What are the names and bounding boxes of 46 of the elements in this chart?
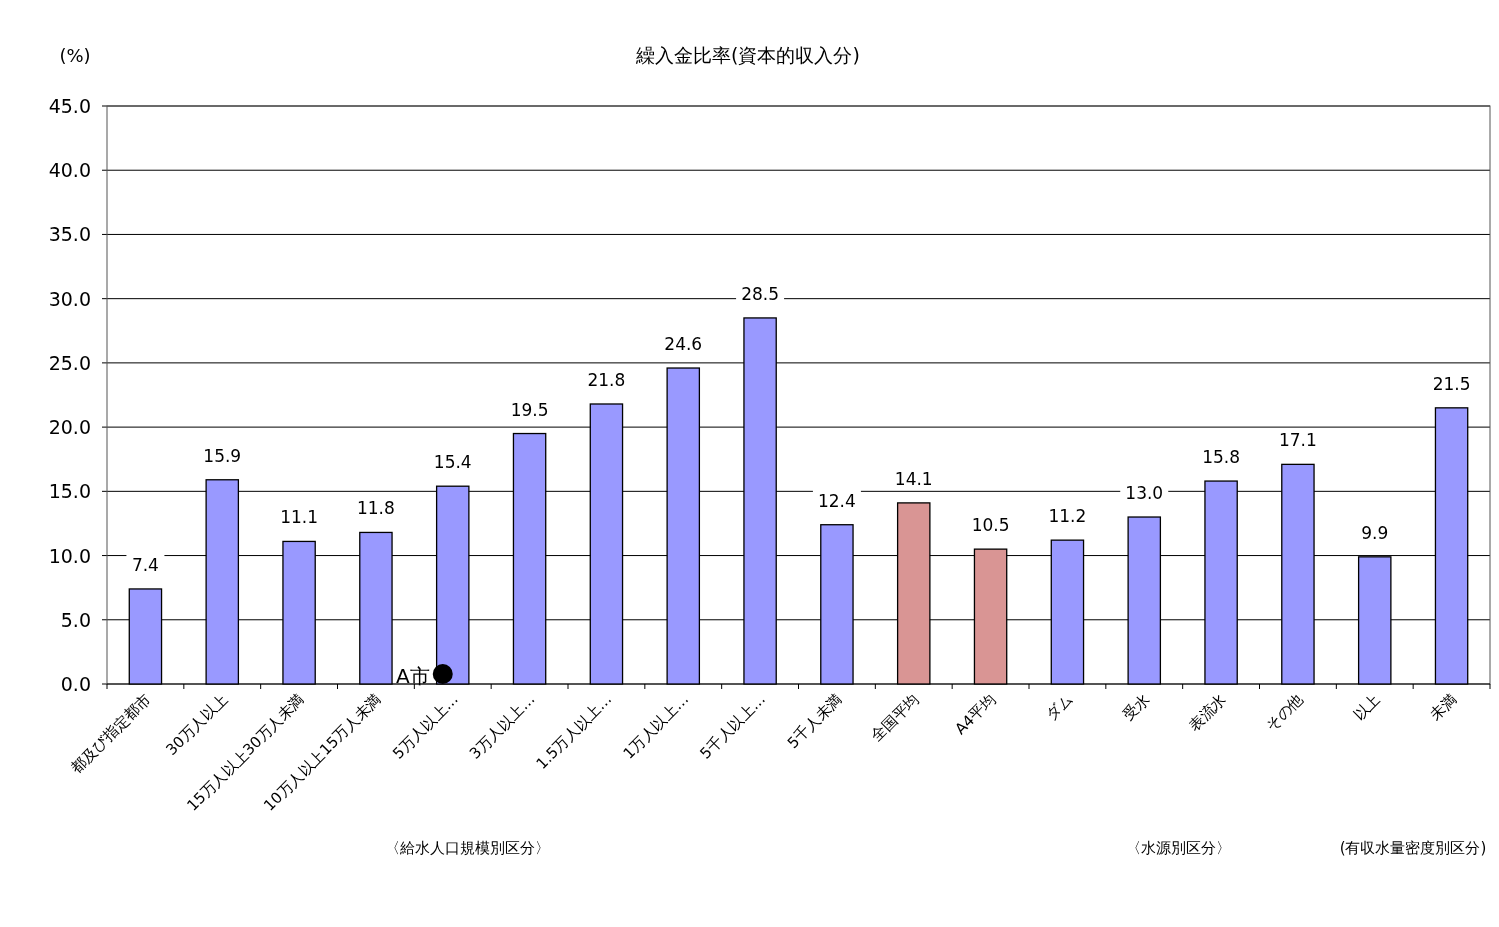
y-tick-label: 40.0 [48, 159, 91, 182]
y-tick-label: 30.0 [48, 287, 91, 310]
y-tick-label: 5.0 [60, 608, 91, 631]
data-label: 13.0 [1125, 483, 1164, 504]
data-label: 28.5 [741, 283, 780, 304]
data-label: 11.1 [280, 507, 319, 528]
data-label: 15.9 [203, 445, 242, 466]
x-tick-label: その他 [1262, 690, 1307, 735]
x-tick-label: 受水 [1119, 690, 1154, 725]
data-label: 15.4 [433, 452, 472, 473]
x-tick-label: A4平均 [951, 690, 1000, 739]
data-label: 9.9 [1361, 522, 1389, 543]
y-tick-label: 35.0 [48, 223, 91, 246]
text: 〈給水人口規模別区分〉 [384, 839, 550, 857]
y-tick-label: 15.0 [48, 480, 91, 503]
data-label: 24.6 [664, 334, 703, 355]
x-tick-label: 5千人以上… [696, 690, 769, 763]
y-tick-label: 25.0 [48, 351, 91, 374]
x-tick-label: 以上 [1349, 690, 1384, 725]
data-label: 21.5 [1432, 373, 1471, 394]
data-label: 7.4 [131, 554, 159, 575]
data-label: 19.5 [510, 399, 549, 420]
data-label: 14.1 [894, 468, 933, 489]
chart-title: 繰入金比率(資本的収入分) [635, 44, 860, 66]
data-label: 17.1 [1278, 430, 1317, 451]
x-tick-label: 1万人以上… [619, 690, 693, 763]
series-label: A市 [396, 664, 430, 689]
x-tick-label: 全国平均 [867, 690, 923, 746]
x-tick-label: 5千人未満 [783, 690, 846, 753]
x-tick-label: 表流水 [1185, 690, 1230, 735]
data-label: 10.5 [971, 515, 1010, 536]
y-tick-label: 20.0 [48, 416, 91, 439]
x-tick-label: 30万人以上 [162, 690, 232, 759]
data-label: 15.8 [1202, 447, 1241, 468]
y-tick-label: 45.0 [48, 95, 91, 117]
y-tick-label: 10.0 [48, 544, 91, 567]
data-label: 12.4 [817, 490, 856, 511]
x-tick-label: 5万人以上… [389, 690, 462, 763]
x-tick-label: 未満 [1426, 690, 1461, 725]
text: (有収水量密度別区分) [1339, 839, 1487, 857]
data-label: 21.8 [587, 369, 626, 390]
data-label: 11.8 [356, 498, 395, 519]
data-label: 11.2 [1048, 506, 1087, 527]
y-axis-title: (%) [59, 45, 91, 66]
text: 〈水源別区分〉 [1125, 839, 1231, 857]
x-tick-label: ダム [1042, 690, 1077, 725]
